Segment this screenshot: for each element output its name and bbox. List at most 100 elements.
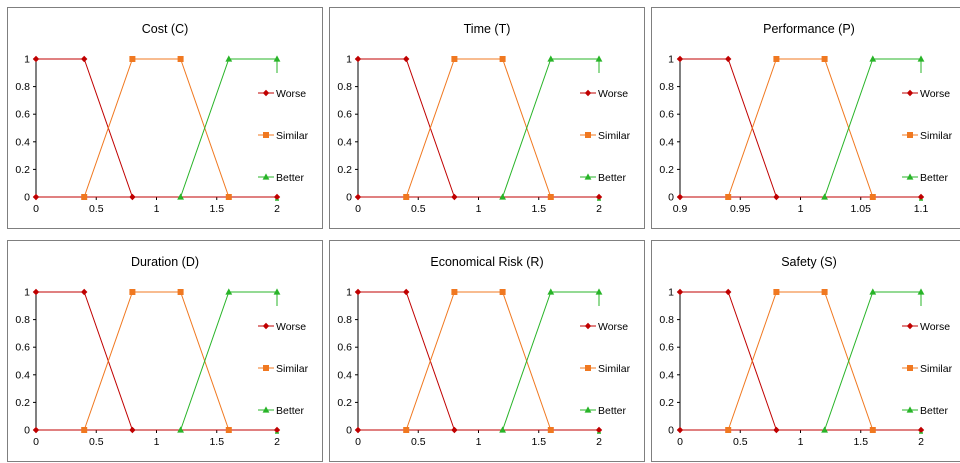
worse-point — [451, 426, 458, 434]
better-point — [225, 55, 233, 62]
legend-label-worse: Worse — [598, 321, 628, 333]
y-tick-label: 0.4 — [659, 369, 674, 381]
legend-label-worse: Worse — [276, 88, 306, 100]
y-tick-label: 0.2 — [337, 397, 352, 409]
y-tick-label: 0.2 — [659, 164, 674, 176]
worse-point — [595, 193, 603, 201]
similar-point — [451, 289, 458, 295]
x-tick-label: 0 — [355, 203, 361, 215]
worse-line — [680, 58, 777, 198]
x-tick-label: 0.95 — [730, 203, 751, 215]
worse-point — [773, 193, 780, 201]
legend-label-worse: Worse — [920, 88, 950, 100]
y-tick-label: 0.8 — [659, 81, 674, 93]
x-tick-label: 1.1 — [914, 203, 929, 215]
chart-title: Economical Risk (R) — [430, 255, 544, 269]
similar-line — [83, 291, 230, 431]
y-tick-label: 0.4 — [337, 369, 352, 381]
worse-point — [32, 55, 40, 63]
better-line — [824, 58, 921, 198]
y-tick-label: 0.8 — [659, 314, 674, 326]
better-point — [821, 193, 828, 200]
similar-point — [499, 56, 506, 62]
chart-title: Performance (P) — [763, 22, 855, 36]
worse-point — [354, 288, 362, 296]
x-tick-label: 0.5 — [411, 203, 426, 215]
better-point — [225, 288, 233, 295]
legend-marker-worse — [906, 89, 914, 97]
x-tick-label: 2 — [274, 203, 280, 215]
similar-point — [725, 194, 732, 200]
x-tick-label: 2 — [274, 436, 280, 448]
chart-panel-time: Time (T) 0 0.2 0.4 0.6 0.8 1 0 0.5 1 1.5 2 Worse Sim… — [329, 7, 645, 229]
x-tick-label: 0 — [677, 436, 683, 448]
similar-point — [499, 289, 506, 295]
similar-point — [773, 56, 780, 62]
better-point — [499, 193, 506, 200]
x-tick-label: 1 — [798, 436, 804, 448]
similar-line — [405, 291, 552, 431]
y-tick-label: 1 — [668, 287, 674, 299]
y-tick-label: 1 — [24, 287, 30, 299]
similar-line — [727, 58, 874, 198]
legend-marker-similar — [263, 132, 269, 138]
chart-panel-cost: Cost (C) 0 0.2 0.4 0.6 0.8 1 0 0.5 1 1.5 2 Worse Sim… — [7, 7, 323, 229]
worse-point — [676, 288, 684, 296]
x-tick-label: 0.5 — [411, 436, 426, 448]
similar-line — [83, 58, 230, 198]
x-tick-label: 1.5 — [531, 203, 546, 215]
worse-point — [354, 426, 362, 434]
x-tick-label: 2 — [918, 436, 924, 448]
x-tick-label: 0 — [33, 436, 39, 448]
worse-point — [273, 193, 281, 201]
legend-marker-worse — [584, 89, 592, 97]
worse-line — [36, 58, 133, 198]
similar-point — [547, 194, 554, 200]
legend-label-better: Better — [276, 172, 305, 184]
worse-point — [403, 288, 410, 296]
legend-marker-worse — [262, 89, 270, 97]
worse-point — [595, 426, 603, 434]
y-tick-label: 1 — [24, 54, 30, 66]
chart-svg: 0 0.2 0.4 0.6 0.8 1 0 0.5 1 1.5 2 Worse Similar Bette… — [337, 287, 630, 449]
better-point — [273, 55, 281, 62]
worse-point — [725, 55, 732, 63]
worse-point — [354, 193, 362, 201]
legend-marker-better — [584, 173, 592, 180]
chart-svg: 0 0.2 0.4 0.6 0.8 1 0 0.5 1 1.5 2 Worse Similar Bette… — [15, 287, 308, 449]
chart-panel-performance: Performance (P) 0 0.2 0.4 0.6 0.8 1 0.9 0.95 1 1.… — [651, 7, 960, 229]
similar-point — [177, 56, 184, 62]
x-tick-label: 1.5 — [853, 436, 868, 448]
worse-point — [273, 426, 281, 434]
legend-marker-similar — [907, 365, 913, 371]
y-tick-label: 1 — [346, 54, 352, 66]
better-line — [502, 291, 599, 431]
x-tick-label: 0.5 — [89, 436, 104, 448]
legend-marker-better — [262, 173, 270, 180]
chart-title: Time (T) — [463, 22, 511, 36]
legend-label-similar: Similar — [920, 130, 953, 142]
y-tick-label: 0.4 — [659, 136, 674, 148]
legend-label-better: Better — [598, 172, 627, 184]
similar-point — [869, 427, 876, 433]
legend-label-better: Better — [920, 405, 949, 417]
better-point — [821, 426, 828, 433]
legend-marker-better — [584, 406, 592, 413]
y-tick-label: 0.6 — [15, 342, 30, 354]
legend-marker-similar — [585, 132, 591, 138]
y-tick-label: 0 — [668, 425, 674, 437]
similar-line — [405, 58, 552, 198]
better-point — [595, 55, 603, 62]
y-tick-label: 0.6 — [337, 109, 352, 121]
better-point — [869, 288, 877, 295]
similar-point — [225, 427, 232, 433]
legend-marker-worse — [584, 322, 592, 330]
better-point — [547, 288, 555, 295]
worse-point — [32, 426, 40, 434]
better-line — [180, 291, 277, 431]
y-tick-label: 0 — [24, 192, 30, 204]
y-tick-label: 0.6 — [659, 342, 674, 354]
worse-point — [451, 193, 458, 201]
similar-point — [177, 289, 184, 295]
y-tick-label: 0.4 — [337, 136, 352, 148]
